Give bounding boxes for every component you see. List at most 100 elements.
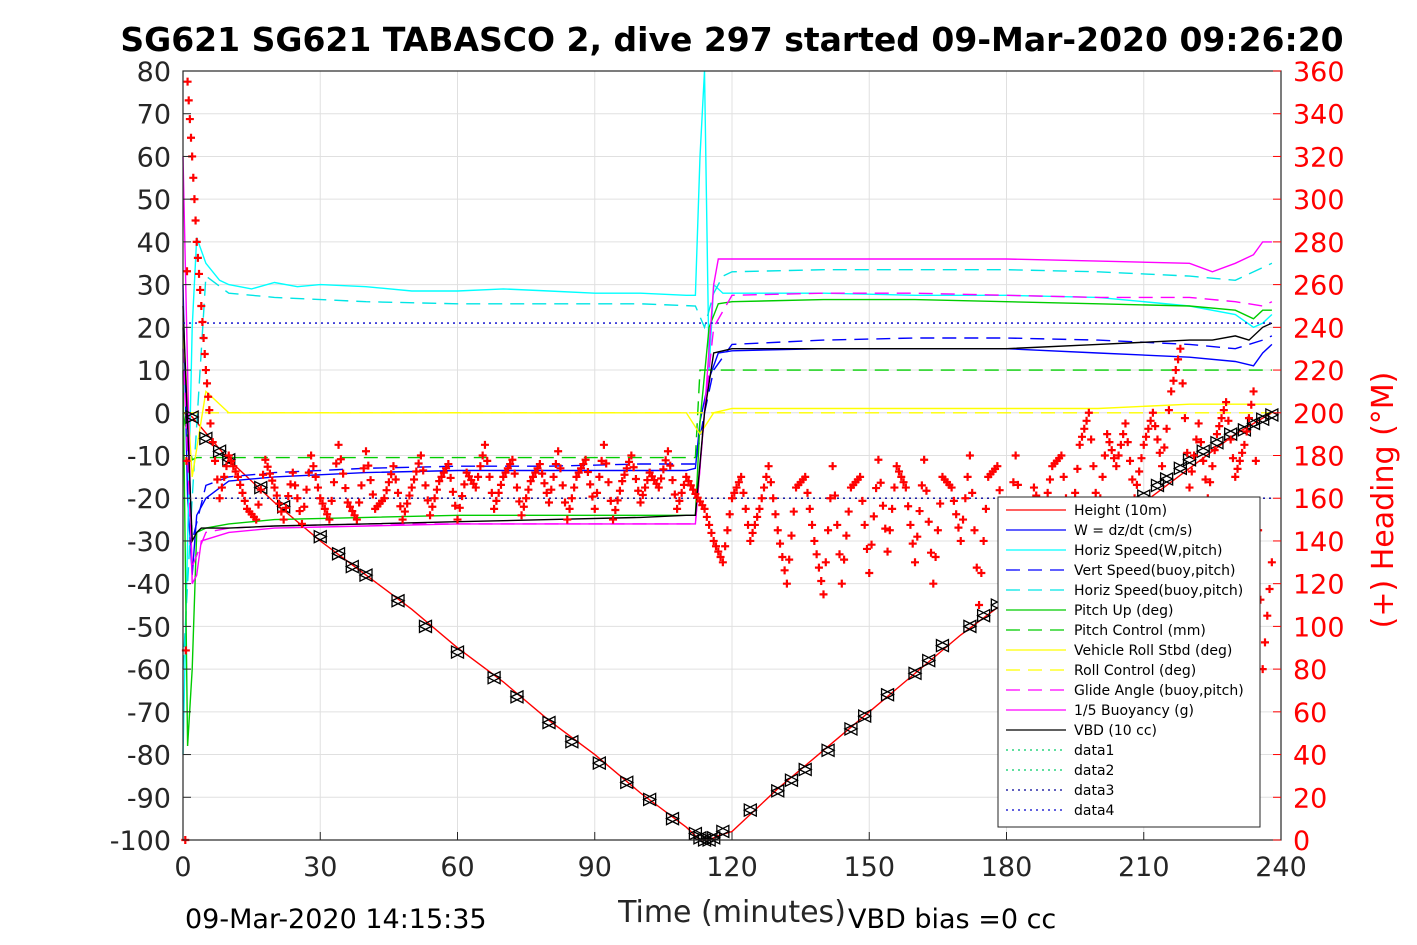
heading-marker — [437, 472, 446, 481]
heading-marker — [1073, 464, 1082, 473]
heading-marker — [561, 498, 570, 507]
heading-marker — [368, 490, 377, 499]
heading-marker — [444, 460, 453, 469]
heading-marker — [1057, 451, 1066, 460]
heading-marker — [1187, 467, 1196, 476]
y-tick-label: -30 — [127, 527, 171, 558]
heading-marker — [501, 468, 510, 477]
heading-marker — [634, 486, 643, 495]
y-tick-label: -40 — [127, 570, 171, 601]
heading-marker — [721, 542, 730, 551]
y2-tick-label: 40 — [1293, 741, 1327, 772]
heading-marker — [384, 478, 393, 487]
vbd-marker — [934, 638, 950, 653]
heading-marker — [256, 485, 265, 494]
heading-marker — [641, 483, 650, 492]
vbd-marker — [976, 608, 992, 623]
y-tick-label: 60 — [137, 142, 171, 173]
vbd-marker — [1209, 435, 1225, 450]
x-tick-label: 210 — [1118, 852, 1170, 883]
y2-tick-label: 180 — [1293, 442, 1345, 473]
heading-marker — [416, 451, 425, 460]
heading-marker — [734, 478, 743, 487]
heading-marker — [762, 472, 771, 481]
y-tick-label: -100 — [110, 826, 171, 857]
heading-marker — [1126, 456, 1135, 465]
y-tick-label: -20 — [127, 484, 171, 515]
heading-marker — [643, 476, 652, 485]
heading-marker — [995, 486, 1004, 495]
heading-marker — [261, 455, 270, 464]
vbd-marker — [450, 644, 465, 660]
heading-marker — [288, 468, 297, 477]
heading-marker — [631, 474, 640, 483]
heading-marker — [684, 477, 693, 486]
heading-marker — [394, 488, 403, 497]
heading-marker — [364, 461, 373, 470]
legend-label-pitch-up-deg: Pitch Up (deg) — [1074, 603, 1173, 619]
y2-tick-label: 80 — [1293, 655, 1327, 686]
heading-marker — [208, 438, 217, 447]
heading-marker — [355, 498, 364, 507]
y2-tick-label: 320 — [1293, 142, 1345, 173]
vbd-marker — [1150, 478, 1165, 493]
heading-marker — [1139, 440, 1148, 449]
heading-marker — [270, 483, 279, 492]
heading-marker — [277, 507, 286, 516]
legend-label-horiz-speed-w-pitch: Horiz Speed(W,pitch) — [1074, 543, 1222, 559]
heading-marker — [1077, 432, 1086, 441]
heading-marker — [1091, 488, 1100, 497]
heading-marker — [304, 468, 313, 477]
heading-marker — [828, 462, 837, 471]
heading-marker — [629, 463, 638, 472]
heading-marker — [981, 504, 990, 513]
heading-marker — [860, 520, 869, 529]
heading-marker — [709, 536, 718, 545]
heading-marker — [453, 515, 462, 524]
heading-marker — [904, 502, 913, 511]
vbd-marker — [843, 721, 859, 736]
heading-marker — [965, 451, 974, 460]
heading-marker — [1183, 448, 1192, 457]
heading-marker — [357, 481, 366, 490]
heading-marker — [773, 526, 782, 535]
vbd-marker — [509, 689, 525, 704]
heading-marker — [718, 558, 727, 567]
heading-marker — [679, 480, 688, 489]
heading-marker — [1215, 422, 1224, 431]
heading-marker — [339, 469, 348, 478]
x-axis-label: Time (minutes) — [617, 895, 846, 930]
vbd-marker — [1159, 471, 1175, 487]
vbd-marker — [1182, 452, 1197, 467]
heading-marker — [620, 470, 629, 479]
heading-marker — [1192, 435, 1201, 444]
heading-marker — [593, 488, 602, 497]
heading-marker — [412, 467, 421, 476]
heading-marker — [1240, 440, 1249, 449]
vbd-marker — [962, 619, 978, 634]
heading-marker — [531, 468, 540, 477]
heading-marker — [757, 494, 766, 503]
heading-marker — [611, 505, 620, 514]
heading-marker — [778, 552, 787, 561]
heading-marker — [1217, 414, 1226, 423]
heading-marker — [252, 515, 261, 524]
heading-marker — [227, 456, 236, 465]
heading-marker — [1029, 483, 1038, 492]
y-tick-label: -60 — [127, 655, 171, 686]
heading-marker — [382, 486, 391, 495]
heading-marker — [609, 515, 618, 524]
heading-marker — [478, 451, 487, 460]
heading-marker — [400, 507, 409, 516]
heading-marker — [563, 515, 572, 524]
heading-marker — [872, 484, 881, 493]
y2-tick-label: 200 — [1293, 399, 1345, 430]
heading-marker — [689, 485, 698, 494]
heading-marker — [1013, 480, 1022, 489]
heading-marker — [503, 464, 512, 473]
heading-marker — [398, 515, 407, 524]
heading-marker — [201, 366, 210, 375]
heading-marker — [723, 526, 732, 535]
heading-marker — [954, 523, 963, 532]
heading-marker — [279, 515, 288, 524]
